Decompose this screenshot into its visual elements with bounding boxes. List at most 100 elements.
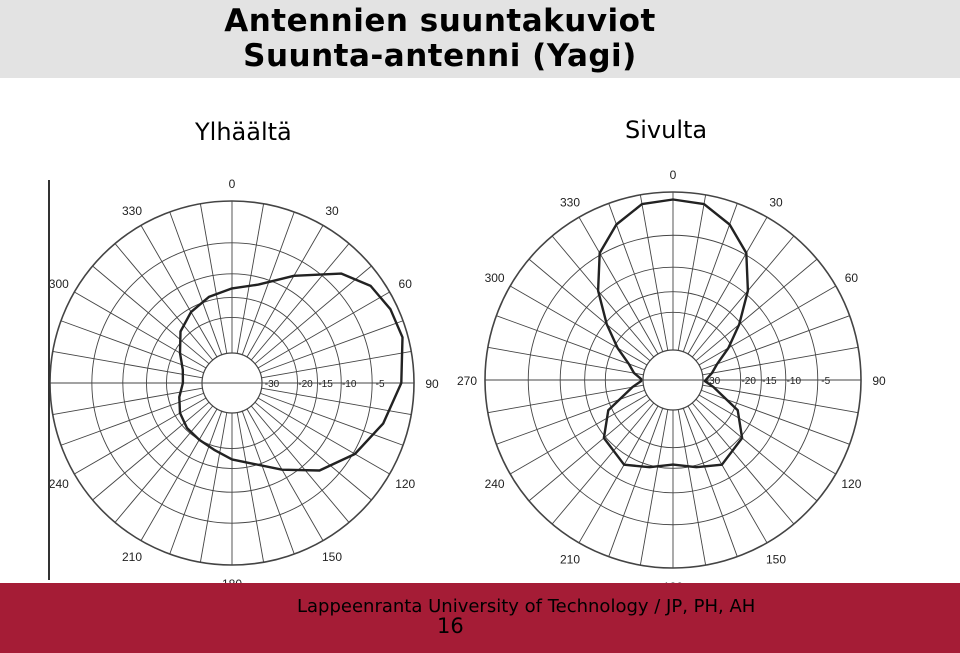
top-view-spoke [60,320,204,374]
side-view-spoke [691,402,795,525]
top-view-spoke [250,243,350,361]
side-view-spoke [695,258,818,362]
side-view-angle-label: 240 [485,477,505,491]
side-view-angle-label: 210 [560,552,580,566]
side-view-spoke [687,216,768,355]
top-view-label: Ylhäältä [195,118,292,146]
side-view-radiation-pattern [596,198,750,469]
top-view-spoke [52,387,203,416]
figure-border [48,180,50,580]
top-view-spoke [74,397,207,475]
side-view-spoke [608,203,664,352]
slide-title: Antennien suuntakuviot [224,3,656,39]
top-view-spoke [241,411,295,555]
top-view-polar-plot: 0306090120150180210240270300330-30-20-15… [50,177,439,585]
side-view-radial-label: -5 [821,376,830,387]
top-view-spoke [140,225,218,358]
top-view-angle-label: 60 [399,277,413,291]
side-view-spoke [551,402,655,525]
side-view-spoke [578,405,659,544]
side-view-spoke [528,258,651,362]
top-view-spoke [114,405,214,523]
side-view-angle-label: 150 [766,552,786,566]
top-view-spoke [246,225,324,358]
side-view-radial-label: -15 [762,376,777,387]
top-view-radiation-pattern [178,272,404,472]
side-view-spoke [551,235,655,358]
side-view-angle-label: 90 [872,374,886,388]
top-view-radial-label: -30 [265,379,280,390]
footer-institution: Lappeenranta University of Technology / … [297,596,756,617]
top-view-spoke [257,397,390,475]
side-view-spoke [578,216,659,355]
slide-subtitle: Suunta-antenni (Yagi) [243,38,637,74]
top-view-angle-label: 0 [229,177,236,191]
side-view-radial-label: -20 [741,376,756,387]
page-number: 16 [437,614,464,638]
top-view-spoke [236,412,265,563]
side-view-angle-label: 180 [663,580,683,585]
top-view-angle-label: 300 [50,277,69,291]
side-view-spoke [496,315,645,371]
side-view-spoke [639,194,669,351]
side-view-spoke [691,235,795,358]
side-view-spoke [487,346,644,376]
top-view-spoke [260,320,404,374]
top-view-radial-label: -10 [342,379,357,390]
top-view-spoke [92,265,210,365]
top-view-angle-label: 90 [425,377,439,391]
side-view-spoke [701,315,850,371]
side-view-spoke [695,398,818,502]
side-view-spoke [677,409,707,566]
top-view-spoke [199,412,228,563]
side-view-angle-label: 60 [845,271,859,285]
top-view-spoke [236,203,265,354]
side-view-spoke [639,409,669,566]
top-view-spoke [257,291,390,369]
side-view-spoke [698,394,837,475]
top-view-spoke [114,243,214,361]
top-view-spoke [169,211,223,355]
top-view-radial-label: -15 [318,379,333,390]
top-view-spoke [199,203,228,354]
top-view-angle-label: 150 [322,550,342,564]
top-view-spoke [260,392,404,446]
top-view-angle-label: 120 [395,477,415,491]
side-view-spoke [608,408,664,557]
side-view-label: Sivulta [625,116,708,144]
side-view-spoke [702,346,859,376]
top-view-spoke [52,350,203,379]
top-view-angle-label: 210 [122,550,142,564]
side-view-angle-label: 330 [560,196,580,210]
top-view-spoke [74,291,207,369]
side-view-spoke [687,405,768,544]
footer-bar [0,583,960,653]
side-view-angle-label: 270 [457,374,477,388]
side-view-spoke [682,203,738,352]
top-view-spoke [250,405,350,523]
top-view-angle-label: 30 [325,204,339,218]
side-view-angle-label: 0 [670,168,677,182]
top-view-spoke [92,401,210,501]
side-view-angle-label: 30 [769,196,783,210]
side-view-spoke [509,394,648,475]
side-view-angle-label: 120 [841,477,861,491]
top-view-angle-label: 180 [222,577,242,585]
top-view-spoke [261,350,412,379]
top-view-angle-label: 330 [122,204,142,218]
side-view-angle-label: 300 [485,271,505,285]
top-view-spoke [261,387,412,416]
top-view-spoke [246,408,324,541]
side-view-spoke [682,408,738,557]
top-view-radial-label: -5 [376,379,385,390]
top-view-spoke [254,265,372,365]
side-view-spoke [677,194,707,351]
top-view-spoke [169,411,223,555]
side-view-spoke [509,285,648,366]
side-view-radial-label: -10 [787,376,802,387]
top-view-radial-label: -20 [298,379,313,390]
side-view-radial-label: -30 [706,376,721,387]
top-view-spoke [254,401,372,501]
side-view-spoke [698,285,837,366]
side-view-polar-plot: 0 30 60 90 120 150 180 210 240 270 300 330 -30 -20 -15… [457,168,886,585]
